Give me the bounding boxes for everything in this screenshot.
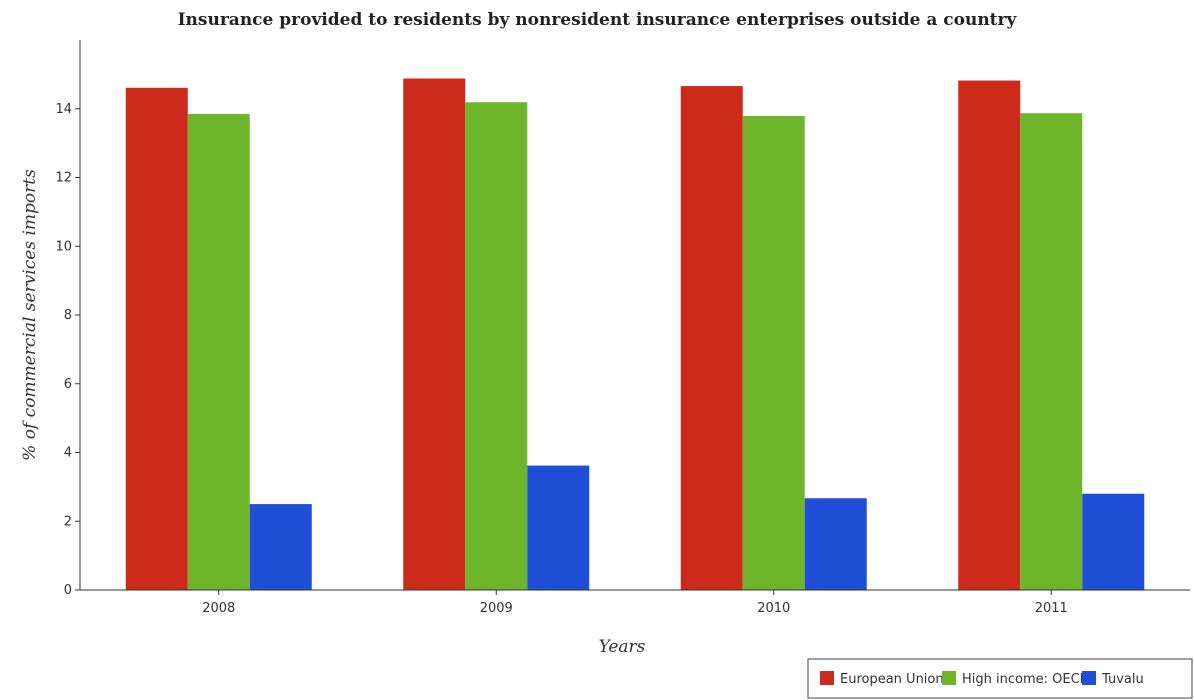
bar — [125, 87, 188, 590]
y-tick-label: 14 — [55, 102, 72, 117]
legend: European Union High income: OECD Tuvalu — [807, 658, 1193, 699]
y-tick-label: 12 — [55, 171, 72, 186]
legend-label: Tuvalu — [1101, 672, 1144, 687]
y-tick-label: 2 — [64, 514, 72, 529]
bar — [1020, 113, 1083, 590]
bar — [804, 498, 867, 590]
chart-title: Insurance provided to residents by nonre… — [178, 10, 1018, 30]
bar — [742, 115, 805, 590]
y-axis-ticks: 0 2 4 6 8 10 12 14 — [55, 102, 80, 598]
bar — [249, 504, 312, 590]
x-tick-label: 2011 — [1035, 601, 1068, 616]
legend-swatch — [820, 671, 834, 685]
bar — [187, 113, 250, 590]
y-tick-label: 10 — [55, 239, 72, 254]
x-axis-ticks: 2008 2009 2010 2011 — [202, 590, 1068, 616]
legend-swatch — [942, 671, 956, 685]
y-tick-label: 6 — [64, 377, 72, 392]
x-tick-label: 2008 — [202, 601, 235, 616]
x-tick-label: 2009 — [480, 601, 513, 616]
bar — [527, 465, 590, 590]
y-tick-label: 8 — [64, 308, 72, 323]
legend-swatch — [1082, 671, 1096, 685]
x-axis-label: Years — [599, 637, 646, 657]
legend-box — [807, 658, 1193, 699]
bar — [403, 78, 466, 590]
bar — [680, 86, 743, 590]
bar — [958, 80, 1021, 590]
legend-label: European Union — [840, 672, 944, 687]
y-tick-label: 4 — [64, 446, 72, 461]
bar — [465, 102, 528, 590]
legend-label: High income: OECD — [962, 672, 1090, 687]
bar — [1082, 493, 1145, 590]
y-axis-label: % of commercial services imports — [20, 169, 40, 461]
x-tick-label: 2010 — [757, 601, 790, 616]
y-tick-label: 0 — [64, 583, 72, 598]
bar-groups — [125, 78, 1145, 590]
